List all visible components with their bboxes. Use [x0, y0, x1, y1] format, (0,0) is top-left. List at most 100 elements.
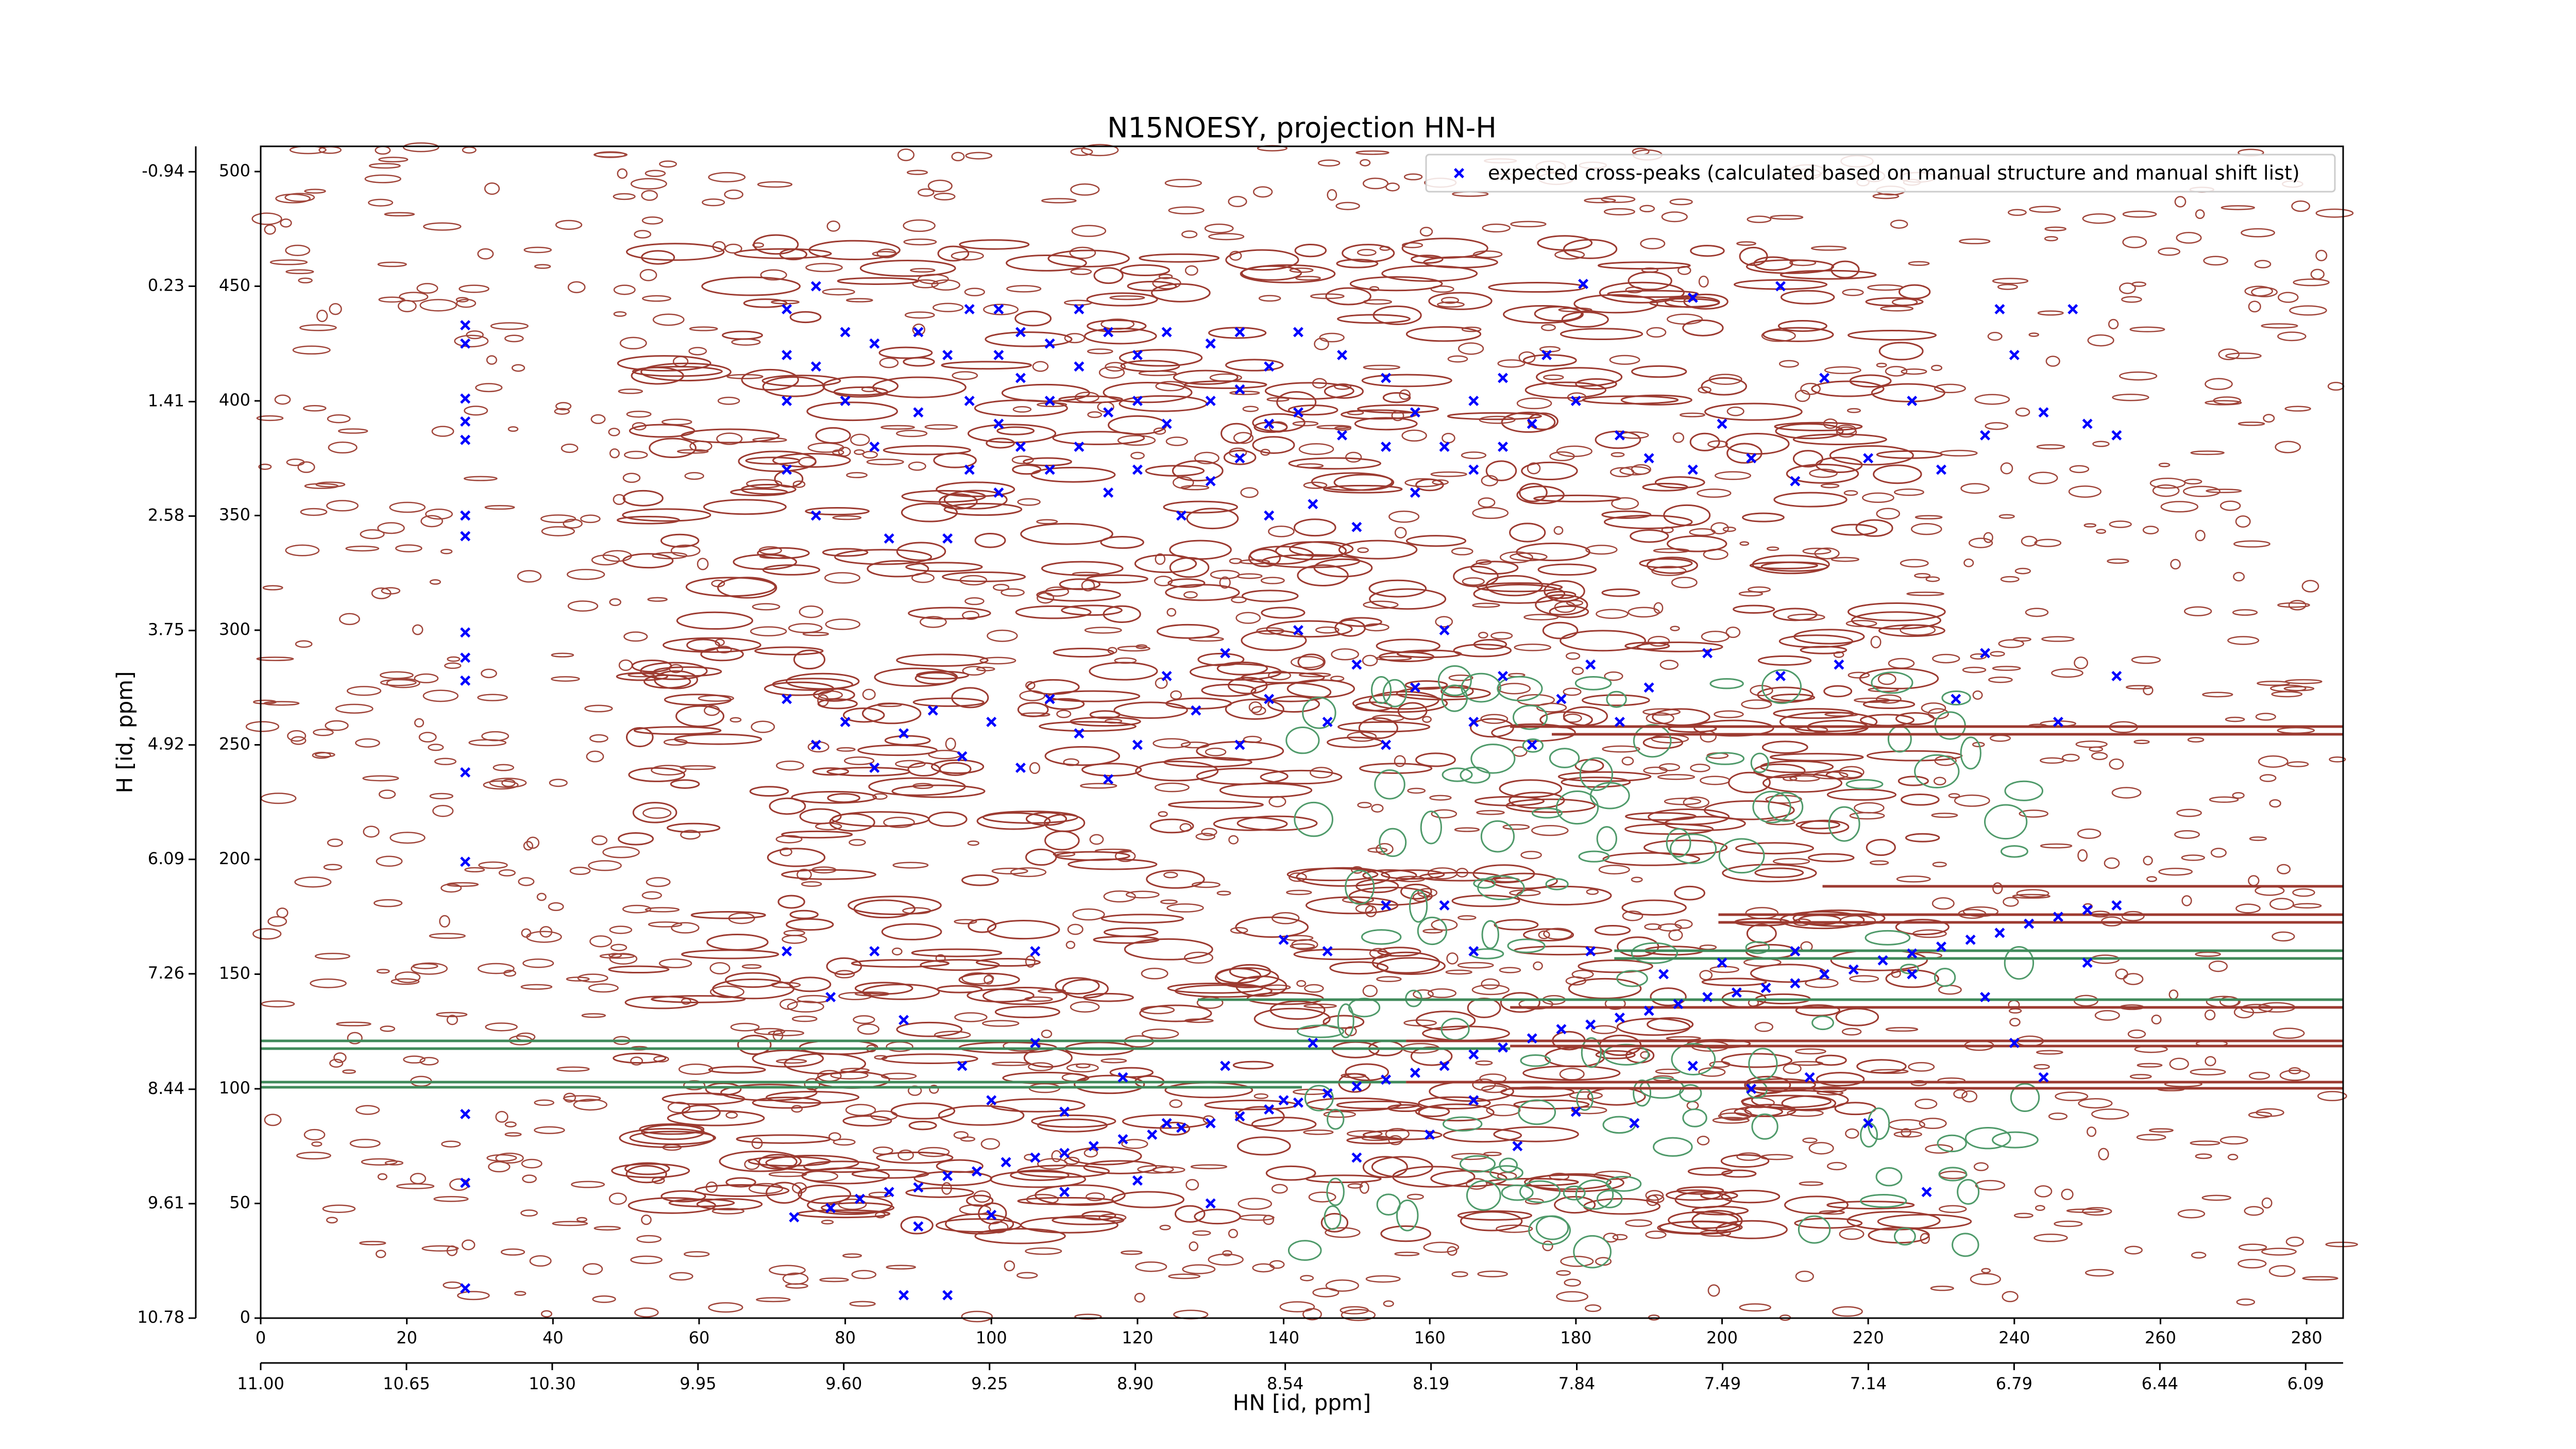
contour [1575, 1179, 1614, 1210]
contour [368, 198, 394, 207]
contour [1770, 214, 1804, 220]
contour [256, 656, 294, 661]
contour [709, 985, 744, 999]
contour [484, 505, 515, 510]
contour [2249, 836, 2267, 841]
contour [1646, 557, 1698, 574]
contour [905, 562, 983, 572]
contour [1527, 462, 1541, 475]
data-point [1088, 1141, 1099, 1152]
contour [2181, 854, 2205, 861]
contour [2176, 232, 2202, 244]
data-point [1731, 987, 1742, 998]
contour [2174, 830, 2200, 839]
contour [1845, 1128, 1859, 1139]
contour [2169, 1057, 2189, 1070]
contour [280, 218, 292, 228]
contour [294, 877, 332, 888]
contour [1403, 173, 1423, 180]
contour [362, 775, 399, 782]
contour [629, 1131, 716, 1145]
contour [361, 1158, 398, 1166]
contour [708, 1066, 766, 1074]
contour [2269, 799, 2281, 808]
contour [625, 727, 654, 748]
contour [456, 298, 477, 308]
contour [2203, 256, 2228, 266]
contour [913, 1171, 992, 1186]
contour [1195, 833, 1216, 840]
data-point [1790, 476, 1801, 486]
contour [1258, 295, 1281, 302]
contour [613, 193, 636, 200]
contour [2184, 606, 2212, 616]
contour [1885, 366, 1908, 377]
contour [1586, 888, 1599, 895]
contour [1744, 1104, 1797, 1118]
contour [1598, 865, 1630, 875]
contour [521, 928, 532, 938]
contour [1334, 619, 1366, 637]
contour [1754, 867, 1804, 878]
data-point [1015, 327, 1026, 338]
contour [1363, 364, 1401, 370]
contour [1794, 1048, 1826, 1055]
contour [974, 533, 1006, 548]
contour [2248, 1111, 2272, 1119]
contour [554, 408, 570, 415]
contour [1682, 319, 1724, 336]
data-point [1673, 999, 1684, 1009]
contour [631, 366, 684, 385]
contour [1543, 928, 1573, 940]
data-point [1132, 464, 1143, 475]
contour [1145, 465, 1205, 477]
contour [985, 331, 1073, 347]
contour [389, 832, 426, 844]
contour [1293, 948, 1392, 961]
data-point [1863, 1118, 1874, 1128]
contour [457, 1291, 490, 1301]
contour [618, 389, 643, 394]
contour [2035, 1205, 2045, 1211]
contour [1253, 1007, 1331, 1030]
contour [1357, 802, 1372, 808]
contour [1168, 1273, 1201, 1279]
contour [622, 508, 711, 522]
contour [2012, 894, 2050, 899]
data-point [1030, 1037, 1041, 1048]
contour [1683, 293, 1728, 310]
contour [675, 705, 725, 728]
contour [355, 738, 380, 748]
contour [1631, 877, 1643, 883]
contour [1671, 577, 1698, 588]
contour [1507, 938, 1546, 953]
contour [1497, 676, 1543, 701]
contour [1962, 906, 1999, 917]
contour [966, 1194, 994, 1207]
contour [2183, 485, 2221, 497]
contour [1498, 683, 1531, 695]
contour [1847, 602, 1946, 621]
contour [1829, 445, 1914, 466]
contour [1080, 783, 1117, 789]
contour [1523, 614, 1559, 621]
contour [589, 935, 613, 948]
y-tick-label: 350 [219, 504, 250, 524]
contour [591, 554, 620, 566]
data-point [1994, 928, 2005, 938]
contour [1653, 602, 1664, 614]
contour [1294, 801, 1333, 837]
contour [1041, 1030, 1053, 1038]
contour [1810, 245, 1847, 251]
contour [1642, 482, 1688, 492]
contour [933, 302, 964, 312]
contour [910, 267, 936, 273]
contour [1609, 355, 1640, 365]
contour [951, 151, 965, 161]
contour [1267, 695, 1320, 713]
contour [1523, 928, 1574, 941]
contour [1611, 497, 1639, 510]
data-point [1936, 464, 1946, 475]
contour [1089, 834, 1104, 845]
contour [1831, 557, 1859, 562]
